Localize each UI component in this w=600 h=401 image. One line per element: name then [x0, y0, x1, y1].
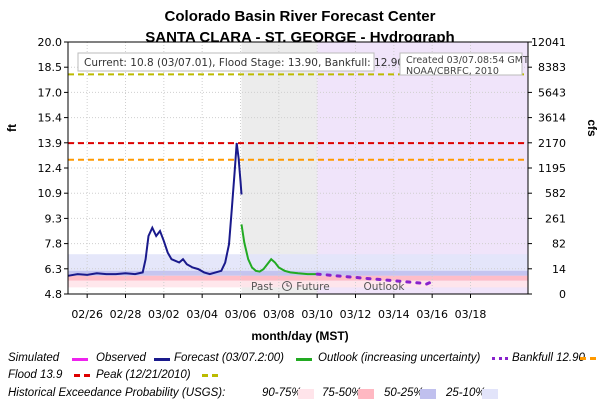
- legend-p25-10-label: 25-10%: [446, 387, 486, 399]
- x-tick-label: 03/12: [340, 308, 372, 321]
- y2-tick-label: 82: [552, 238, 566, 251]
- y-tick-label: 17.0: [38, 86, 63, 99]
- legend-forecast-swatch: [296, 358, 312, 361]
- y-tick-label: 10.9: [38, 187, 63, 200]
- legend-outlook-label: Outlook (increasing uncertainty): [318, 352, 481, 364]
- chart-title: Colorado Basin River Forecast Center: [165, 8, 436, 25]
- created-text: Created 03/07.08:54 GMT: [406, 55, 529, 66]
- forecast-series-line: [240, 224, 318, 276]
- band-25-10: [68, 254, 528, 273]
- x-axis-label: month/day (MST): [251, 329, 348, 343]
- legend-observed-swatch: [154, 358, 170, 361]
- legend-row-3: Historical Exceedance Probability (USGS)…: [8, 387, 598, 401]
- legend-simulated-label: Simulated: [8, 352, 60, 364]
- x-tick-label: 03/14: [378, 308, 410, 321]
- y-tick-label: 4.8: [45, 288, 63, 301]
- y2-tick-label: 14: [552, 263, 566, 276]
- y2-tick-label: 12041: [531, 36, 566, 49]
- past-label: Past: [251, 281, 273, 293]
- y-axis-label: ft: [5, 124, 19, 132]
- future-label: Future: [296, 281, 329, 293]
- legend-p50-25-swatch: [420, 389, 436, 399]
- y2-tick-label: 8383: [538, 61, 566, 74]
- y2-tick-label: 2170: [538, 137, 566, 150]
- legend-forecast-label: Forecast (03/07.2:00): [174, 352, 284, 364]
- y2-tick-label: 261: [545, 212, 566, 225]
- x-tick-label: 02/28: [110, 308, 142, 321]
- legend-p90-75-swatch: [298, 389, 314, 399]
- plot-area: 20.0 12041 18.5 8383 17.0 5643 15.4 3614 13.9 217…: [38, 36, 567, 321]
- legend-simulated-swatch: [72, 358, 88, 361]
- y2-tick-label: 0: [559, 288, 566, 301]
- legend-outlook-swatch: [492, 357, 508, 360]
- y-tick-label: 9.3: [45, 212, 63, 225]
- y2-tick-label: 3614: [538, 112, 566, 125]
- legend-row-1: Simulated Observed Forecast (03/07.2:00)…: [8, 352, 598, 366]
- y2-tick-label: 1195: [538, 162, 566, 175]
- y-tick-label: 6.3: [45, 263, 63, 276]
- x-tick-label: 03/04: [186, 308, 218, 321]
- x-tick-label: 03/08: [263, 308, 295, 321]
- legend-peak-label: Peak (12/21/2010): [96, 369, 191, 381]
- legend-flood-swatch: [74, 374, 90, 377]
- y-tick-label: 20.0: [38, 36, 63, 49]
- legend-bankfull-swatch: [580, 357, 596, 360]
- legend-p75-50-swatch: [358, 389, 374, 399]
- legend-flood-label: Flood 13.9: [8, 369, 63, 381]
- band-90-75: [68, 280, 528, 288]
- x-tick-label: 03/06: [225, 308, 257, 321]
- credit-text: NOAA/CBRFC, 2010: [406, 66, 499, 77]
- hydrograph-chart: Colorado Basin River Forecast Center SAN…: [5, 8, 599, 343]
- outlook-series-line: [315, 272, 434, 286]
- y-tick-label: 18.5: [38, 61, 63, 74]
- legend-p90-75-label: 90-75%: [262, 387, 302, 399]
- y-tick-label: 13.9: [38, 137, 63, 150]
- x-tick-label: 02/26: [71, 308, 103, 321]
- y-tick-label: 12.4: [38, 162, 63, 175]
- info-box: [77, 52, 375, 72]
- legend-peak-swatch: [202, 374, 218, 377]
- legend-bankfull-label: Bankfull 12.90: [512, 352, 585, 364]
- current-stage-text: Current: 10.8 (03/07.01), Flood Stage: 1…: [84, 57, 404, 69]
- created-box: [399, 52, 523, 76]
- band-75-50: [68, 275, 528, 281]
- legend-p75-50-label: 75-50%: [322, 387, 362, 399]
- outlook-label: Outlook: [364, 281, 406, 293]
- x-tick-label: 03/02: [148, 308, 180, 321]
- y2-tick-label: 5643: [538, 86, 566, 99]
- legend-exceedance-title: Historical Exceedance Probability (USGS)…: [8, 387, 226, 399]
- observed-series-line: [67, 142, 243, 277]
- x-tick-label: 03/18: [455, 308, 487, 321]
- y2-axis-label: cfs: [585, 119, 599, 137]
- x-tick-label: 03/16: [416, 308, 448, 321]
- legend-p25-10-swatch: [482, 389, 498, 399]
- y-tick-label: 7.8: [45, 238, 63, 251]
- legend-p50-25-label: 50-25%: [384, 387, 424, 399]
- legend-row-2: Flood 13.9 Peak (12/21/2010): [8, 369, 598, 383]
- clock-icon: [282, 281, 292, 291]
- legend-observed-label: Observed: [96, 352, 146, 364]
- y-tick-label: 15.4: [38, 112, 63, 125]
- x-tick-label: 03/10: [301, 308, 333, 321]
- y2-tick-label: 582: [545, 187, 566, 200]
